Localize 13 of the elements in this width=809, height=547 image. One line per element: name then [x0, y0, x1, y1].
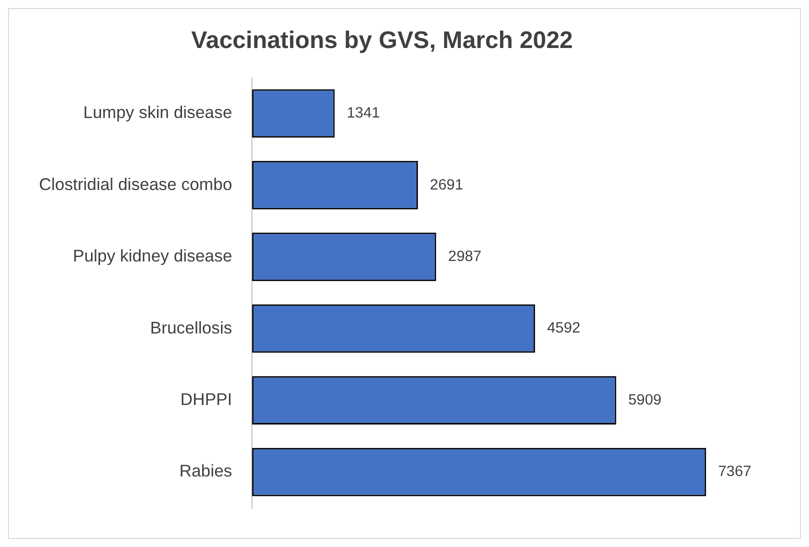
data-label: 7367 — [718, 463, 752, 480]
data-label: 2691 — [430, 176, 464, 194]
data-label: 4592 — [547, 320, 580, 337]
y-tick-label: Lumpy skin disease — [83, 103, 232, 122]
data-label: 1341 — [346, 104, 380, 122]
data-label: 2987 — [448, 248, 482, 265]
data-label: 5909 — [628, 391, 662, 408]
y-tick-label: DHPPI — [180, 390, 232, 409]
y-tick-label: Brucellosis — [150, 318, 232, 338]
chart-title: Vaccinations by GVS, March 2022 — [191, 26, 573, 54]
y-tick-label: Pulpy kidney disease — [72, 246, 232, 266]
y-tick-label: Clostridial disease combo — [39, 174, 232, 194]
y-tick-label: Rabies — [179, 462, 232, 481]
